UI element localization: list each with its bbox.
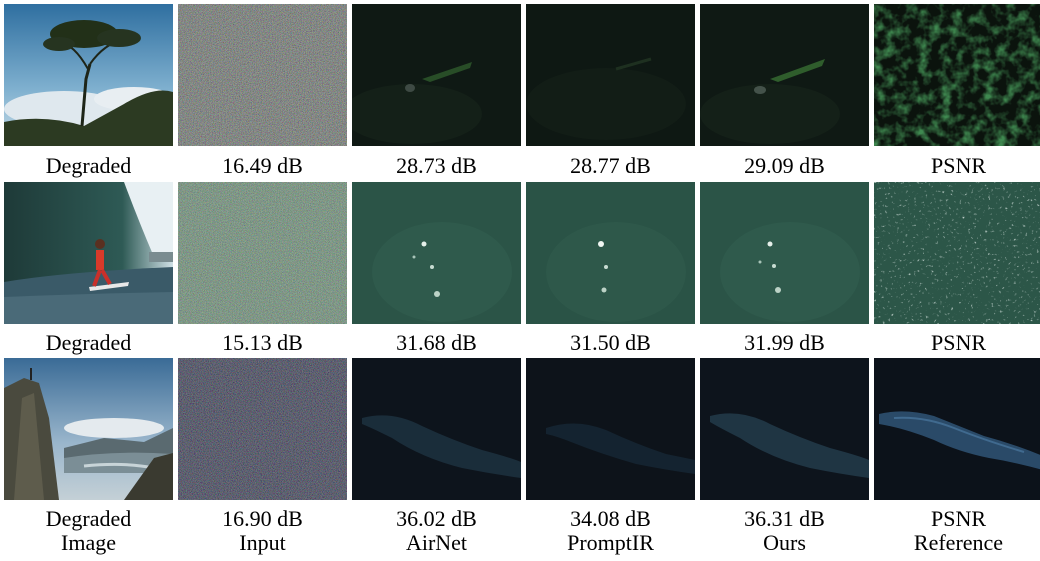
caption-r1-c3: 28.73 dB — [396, 153, 477, 178]
thumbnail-reference — [874, 4, 1040, 146]
caption-r1-c6: PSNR — [930, 153, 987, 178]
thumbnail-noisy-input — [178, 182, 347, 324]
thumbnail-promptir — [526, 358, 695, 500]
caption-r2-c2: 15.13 dB — [222, 330, 303, 355]
psnr-value: 34.08 dB — [570, 506, 651, 531]
thumbnail-promptir — [526, 182, 695, 324]
thumbnail-reference — [874, 182, 1040, 324]
caption-r1-c1: Degraded — [45, 153, 132, 178]
caption-r2-c6: PSNR — [930, 330, 987, 355]
caption-r1-c2: 16.49 dB — [222, 153, 303, 178]
thumbnail-surfer-degraded — [4, 182, 173, 324]
caption-r3-c3: 36.02 dB AirNet — [352, 507, 521, 555]
thumbnail-reference — [874, 358, 1040, 500]
psnr-value: 36.02 dB — [396, 506, 477, 531]
thumbnail-promptir — [526, 4, 695, 146]
caption-r3-c6: PSNR Reference — [874, 507, 1040, 555]
psnr-label: Degraded — [45, 506, 132, 531]
caption-r1-c5: 29.09 dB — [744, 153, 825, 178]
thumbnail-ours — [700, 182, 869, 324]
thumbnail-airnet — [352, 358, 521, 500]
caption-r2-c4: 31.50 dB — [570, 330, 651, 355]
thumbnail-airnet — [352, 4, 521, 146]
thumbnail-noisy-input — [178, 4, 347, 146]
caption-r3-c1: Degraded Image — [4, 507, 173, 555]
thumbnail-noisy-input — [178, 358, 347, 500]
column-label: Reference — [913, 530, 1004, 555]
caption-r1-c4: 28.77 dB — [570, 153, 651, 178]
thumbnail-airnet — [352, 182, 521, 324]
caption-r3-c4: 34.08 dB PromptIR — [526, 507, 695, 555]
caption-r2-c5: 31.99 dB — [744, 330, 825, 355]
caption-r3-c5: 36.31 dB Ours — [700, 507, 869, 555]
psnr-label: PSNR — [930, 506, 987, 531]
psnr-value: 36.31 dB — [744, 506, 825, 531]
caption-r3-c2: 16.90 dB Input — [178, 507, 347, 555]
column-label: Ours — [763, 530, 806, 555]
thumbnail-tree-degraded — [4, 4, 173, 146]
caption-r2-c1: Degraded — [45, 330, 132, 355]
caption-r2-c3: 31.68 dB — [396, 330, 477, 355]
thumbnail-ours — [700, 4, 869, 146]
thumbnail-cliff-degraded — [4, 358, 173, 500]
column-label: Image — [61, 530, 116, 555]
column-label: Input — [239, 530, 286, 555]
thumbnail-ours — [700, 358, 869, 500]
column-label: AirNet — [405, 530, 468, 555]
column-label: PromptIR — [567, 530, 654, 555]
psnr-value: 16.90 dB — [222, 506, 303, 531]
